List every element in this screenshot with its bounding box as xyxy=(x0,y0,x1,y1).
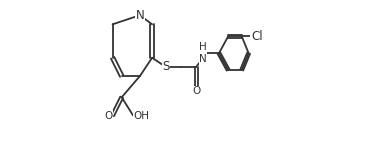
Text: S: S xyxy=(162,60,169,73)
Text: Cl: Cl xyxy=(251,30,262,43)
Text: N: N xyxy=(135,9,144,22)
Text: OH: OH xyxy=(133,111,149,121)
Text: O: O xyxy=(104,111,112,121)
Text: O: O xyxy=(192,86,200,96)
Text: H
N: H N xyxy=(199,42,207,64)
